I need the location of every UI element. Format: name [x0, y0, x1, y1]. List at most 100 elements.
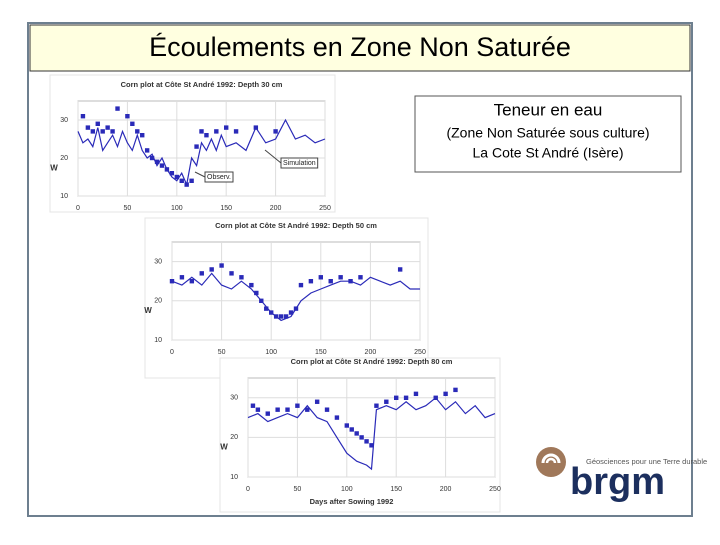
observation-point [229, 271, 234, 276]
observation-point [159, 163, 165, 168]
legend-label: Simulation [283, 160, 316, 167]
observation-point [255, 407, 261, 412]
x-tick-label: 250 [319, 205, 331, 212]
observation-point [224, 125, 229, 130]
observation-point [140, 133, 145, 138]
observation-point [164, 167, 170, 172]
observation-point [199, 129, 204, 134]
observation-point [293, 306, 299, 311]
chart: Corn plot at Côte St André 1992: Depth 5… [144, 217, 429, 379]
observation-point [80, 114, 86, 119]
x-tick-label: 0 [170, 349, 174, 356]
info-title: Teneur en eau [494, 100, 603, 119]
x-tick-label: 200 [365, 349, 377, 356]
logo-icon [545, 457, 557, 464]
y-tick-label: 10 [230, 474, 238, 481]
y-tick-label: 30 [60, 117, 68, 124]
logo-tagline: Géosciences pour une Terre durable [586, 457, 707, 466]
observation-point [214, 129, 219, 134]
x-tick-label: 100 [341, 486, 353, 493]
observation-point [174, 174, 179, 180]
observation-point [305, 407, 310, 412]
x-tick-label: 50 [124, 205, 132, 212]
chart-title: Corn plot at Côte St André 1992: Depth 8… [291, 357, 453, 366]
observation-point [85, 125, 91, 130]
observation-point [144, 148, 150, 153]
observation-point [295, 403, 300, 408]
observation-point [250, 403, 256, 408]
observation-point [100, 129, 105, 134]
simulation-line [77, 118, 326, 187]
logo-icon [541, 453, 561, 464]
observation-point [308, 279, 314, 284]
observation-point [110, 129, 115, 134]
legend-leader [194, 171, 206, 178]
observation-point [283, 314, 289, 319]
observation-point [239, 275, 244, 280]
chart: Corn plot at Côte St André 1992: Depth 3… [49, 74, 336, 213]
x-tick-label: 150 [220, 205, 232, 212]
plot-area [77, 100, 326, 197]
observation-point [135, 129, 140, 134]
logo-name: brgm [570, 461, 665, 503]
logo: Géosciences pour une Terre durable brgm [536, 447, 707, 503]
observation-point [348, 279, 353, 284]
plot-area [171, 241, 421, 341]
observation-point [358, 275, 363, 280]
y-axis-label: W [50, 164, 58, 173]
observation-point [364, 439, 369, 444]
y-tick-label: 20 [230, 434, 238, 441]
observation-point [359, 435, 364, 440]
observation-point [179, 178, 184, 183]
y-tick-label: 30 [154, 258, 162, 265]
y-axis-label: W [144, 306, 152, 315]
observation-point [254, 290, 259, 296]
observation-point [169, 171, 175, 176]
charts: Corn plot at Côte St André 1992: Depth 3… [49, 74, 501, 513]
y-tick-label: 10 [60, 193, 68, 200]
x-tick-label: 0 [76, 205, 80, 212]
x-tick-label: 150 [390, 486, 402, 493]
x-tick-label: 100 [171, 205, 183, 212]
observation-point [169, 279, 175, 284]
info-line: (Zone Non Saturée sous culture) [446, 125, 649, 141]
observation-point [130, 121, 135, 126]
observation-point [194, 144, 199, 149]
y-tick-label: 20 [154, 298, 162, 305]
observation-point [199, 271, 204, 276]
observation-point [189, 279, 195, 284]
observation-point [394, 395, 399, 400]
info-box [414, 95, 682, 173]
observation-point [314, 399, 320, 404]
observation-point [95, 121, 100, 126]
observation-point [288, 310, 294, 315]
observation-point [273, 314, 279, 319]
observation-point [397, 267, 403, 272]
observation-point [384, 399, 389, 404]
observation-point [154, 159, 160, 164]
observation-point [324, 407, 330, 412]
observation-point [259, 298, 264, 303]
observation-point [298, 282, 304, 288]
observation-point [233, 129, 239, 134]
observation-point [344, 423, 349, 428]
observation-point [253, 125, 259, 130]
chart-title: Corn plot at Côte St André 1992: Depth 5… [215, 221, 377, 230]
x-tick-label: 150 [315, 349, 327, 356]
observation-point [179, 275, 185, 280]
x-tick-label: 200 [440, 486, 452, 493]
observation-point [265, 411, 270, 416]
observation-point [249, 282, 254, 288]
observation-point [443, 391, 448, 397]
observation-point [105, 125, 110, 130]
observation-point [149, 155, 155, 161]
observation-point [374, 403, 379, 408]
observation-point [278, 314, 284, 319]
slide-title: Écoulements en Zone Non Saturée [149, 32, 571, 62]
observation-point [318, 275, 323, 280]
plot-area [247, 377, 496, 478]
title-box [29, 24, 691, 72]
x-axis-label: Days after Sowing 1992 [310, 497, 394, 506]
observation-point [433, 395, 438, 400]
